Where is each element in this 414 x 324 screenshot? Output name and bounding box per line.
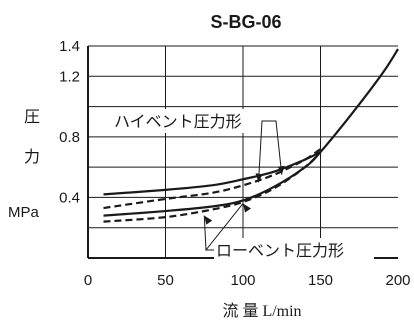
annotation-high-leader: [258, 120, 268, 183]
series-line-4: [103, 151, 322, 223]
y-axis-unit: MPa: [8, 204, 40, 221]
y-axis-label-char-1: 圧: [24, 109, 40, 126]
annotation-low-label: ローベント圧力形: [216, 242, 344, 260]
series-layer: [103, 48, 399, 223]
annotation-low-leader: [203, 215, 214, 251]
x-tick-label: 150: [308, 272, 333, 289]
x-tick-label: 50: [157, 272, 174, 289]
annotation-high-bg: [112, 109, 270, 133]
x-tick-label: 100: [230, 272, 255, 289]
x-axis-label: 流 量 L/min: [222, 302, 301, 320]
series-line-1: [103, 151, 321, 196]
y-axis-label-char-2: 力: [24, 148, 40, 166]
chart-title: S-BG-06: [210, 12, 281, 32]
tick-label-layer: 0 50 100 150 200 0.4 0.8 1.2 1.4: [59, 38, 410, 289]
y-tick-label: 0.8: [59, 129, 80, 146]
x-tick-label: 0: [84, 272, 92, 289]
annotation-high-leader: [268, 120, 283, 175]
x-tick-label: 200: [385, 272, 410, 289]
annotation-low-arrow: [204, 215, 213, 225]
annotation-high-arrow: [255, 173, 263, 183]
annotation-low-bg: [214, 238, 374, 262]
y-tick-label: 1.2: [59, 68, 80, 85]
annotation-low-arrow: [243, 203, 251, 213]
grid-layer: [88, 45, 398, 258]
y-tick-label: 0.4: [59, 189, 80, 206]
series-line-3: [103, 48, 399, 217]
annotation-high-label: ハイベント圧力形: [114, 113, 242, 131]
y-tick-label: 1.4: [59, 38, 80, 55]
annotation-high-arrow: [277, 165, 285, 175]
